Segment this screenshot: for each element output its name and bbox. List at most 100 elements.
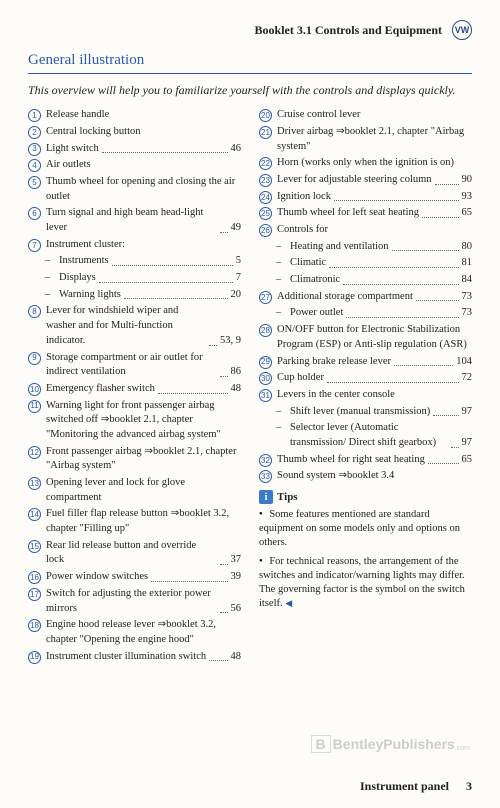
leader-dots <box>99 282 233 283</box>
entry-page: 80 <box>462 240 473 255</box>
entry-number-icon: 26 <box>259 224 272 237</box>
entry-number-icon: 23 <box>259 174 272 187</box>
entry-body: Switch for adjusting the exterior power … <box>46 587 241 616</box>
entry-body: Ignition lock93 <box>277 190 472 205</box>
entry-number-icon: 17 <box>28 588 41 601</box>
entry-label: Thumb wheel for right seat heating <box>277 453 425 468</box>
list-entry: 3Light switch46 <box>28 142 241 157</box>
entry-label: Lever for adjustable steering column <box>277 173 432 188</box>
info-icon: i <box>259 490 273 504</box>
entry-label: Emergency flasher switch <box>46 382 155 397</box>
entry-page: 56 <box>231 602 242 617</box>
entry-label: Controls for <box>277 223 328 238</box>
list-entry: 26 Controls for <box>259 223 472 238</box>
entry-label: Heating and ventilation <box>290 240 389 255</box>
entry-label: Turn signal and high beam head-light lev… <box>46 206 217 235</box>
list-entry: 33 Sound system ⇒booklet 3.4 <box>259 469 472 484</box>
entry-number-icon: 15 <box>28 540 41 553</box>
list-entry: 2Central locking button <box>28 125 241 140</box>
list-entry: 1Release handle <box>28 108 241 123</box>
list-entry: –Climatronic84 <box>259 273 472 288</box>
leader-dots <box>112 265 233 266</box>
entry-label: Central locking button <box>46 125 141 140</box>
entry-page: 20 <box>231 288 242 303</box>
bullet-icon: • <box>259 509 263 520</box>
bullet-icon: • <box>259 556 263 567</box>
entry-page: 97 <box>462 436 473 451</box>
list-entry: –Power outlet73 <box>259 306 472 321</box>
tip-item: • For technical reasons, the arrangement… <box>259 555 472 612</box>
entry-body: Instrument cluster: <box>46 238 241 253</box>
tips-header: i Tips <box>259 490 472 504</box>
entry-body: Shift lever (manual transmission) 97 <box>290 405 472 420</box>
list-entry: 18Engine hood release lever ⇒booklet 3.2… <box>28 618 241 647</box>
entry-label: ON/OFF button for Electronic Stabilizati… <box>277 323 472 352</box>
entry-body: Release handle <box>46 108 241 123</box>
entry-body: Climatronic84 <box>290 273 472 288</box>
leader-dots <box>422 217 459 218</box>
entry-label: Light switch <box>46 142 99 157</box>
dash-marker: – <box>272 306 285 321</box>
entry-body: Displays7 <box>59 271 241 286</box>
leader-dots <box>329 267 458 268</box>
list-entry: 23Lever for adjustable steering column90 <box>259 173 472 188</box>
leader-dots <box>435 184 459 185</box>
content-columns: 1Release handle 2Central locking button 3L… <box>28 108 472 666</box>
list-entry: 17 Switch for adjusting the exterior powe… <box>28 587 241 616</box>
entry-label: Warning lights <box>59 288 121 303</box>
dash-marker: – <box>41 271 54 286</box>
list-entry: 15Rear lid release button and override l… <box>28 539 241 568</box>
entry-body: Sound system ⇒booklet 3.4 <box>277 469 472 484</box>
entry-number-icon: 16 <box>28 571 41 584</box>
leader-dots <box>124 298 228 299</box>
entry-label: Levers in the center console <box>277 388 395 403</box>
entry-number-icon: 13 <box>28 477 41 490</box>
entry-body: Light switch46 <box>46 142 241 157</box>
entry-page: 97 <box>462 405 473 420</box>
entry-number-icon: 10 <box>28 383 41 396</box>
entry-page: 73 <box>462 290 473 305</box>
entry-label: Front passenger airbag ⇒booklet 2.1, cha… <box>46 445 241 474</box>
entry-body: Cruise control lever <box>277 108 472 123</box>
list-entry: 13Opening lever and lock for glove compa… <box>28 476 241 505</box>
dash-marker: – <box>272 273 285 288</box>
leader-dots <box>327 382 459 383</box>
leader-dots <box>209 345 217 346</box>
entry-page: 65 <box>462 206 473 221</box>
entry-number-icon: 33 <box>259 470 272 483</box>
entry-page: 72 <box>462 371 473 386</box>
list-entry: 8Lever for windshield wiper and washer a… <box>28 304 241 348</box>
entry-label: Horn (works only when the ignition is on… <box>277 156 454 171</box>
entry-body: Instrument cluster illumination switch48 <box>46 650 241 665</box>
leader-dots <box>220 564 228 565</box>
list-entry: 19Instrument cluster illumination switch… <box>28 650 241 665</box>
entry-body: Cup holder72 <box>277 371 472 386</box>
entry-number-icon: 18 <box>28 619 41 632</box>
entry-body: Power outlet73 <box>290 306 472 321</box>
entry-label: Climatic <box>290 256 326 271</box>
entry-page: 104 <box>456 355 472 370</box>
entry-page: 65 <box>462 453 473 468</box>
entry-body: ON/OFF button for Electronic Stabilizati… <box>277 323 472 352</box>
tip-item: • Some features mentioned are standard e… <box>259 508 472 551</box>
dash-marker: – <box>272 405 285 420</box>
entry-page: 48 <box>231 382 242 397</box>
entry-label: Shift lever (manual transmission) <box>290 405 430 420</box>
list-entry: 31 Levers in the center console <box>259 388 472 403</box>
entry-page: 39 <box>231 570 242 585</box>
entry-body: Climatic81 <box>290 256 472 271</box>
entry-number-icon: 31 <box>259 389 272 402</box>
list-entry: –Heating and ventilation80 <box>259 240 472 255</box>
entry-label: Thumb wheel for left seat heating <box>277 206 419 221</box>
entry-page: 53, 9 <box>220 334 241 349</box>
booklet-title: Booklet 3.1 Controls and Equipment <box>255 23 442 38</box>
list-entry: 5Thumb wheel for opening and closing the… <box>28 175 241 204</box>
dash-marker: – <box>272 256 285 271</box>
entry-body: Instruments5 <box>59 254 241 269</box>
leader-dots <box>416 300 459 301</box>
list-entry: 7Instrument cluster: <box>28 238 241 253</box>
entry-body: Air outlets <box>46 158 241 173</box>
watermark: B BentleyPublishers.com <box>311 735 470 753</box>
entry-label: Additional storage compartment <box>277 290 413 305</box>
entry-number-icon: 5 <box>28 176 41 189</box>
